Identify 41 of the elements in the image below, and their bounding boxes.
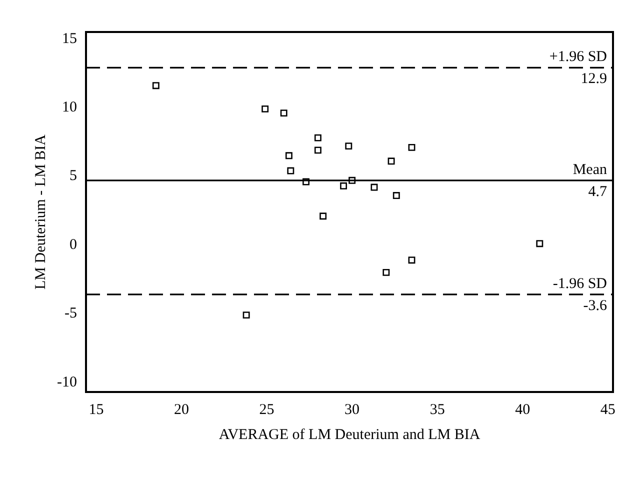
point [408, 144, 416, 151]
annotation: -3.6 [583, 298, 608, 314]
x-tick-label: 45 [600, 402, 616, 418]
point [285, 152, 292, 160]
point [388, 158, 395, 165]
x-tick-label: 25 [259, 402, 274, 418]
y-axis-title: LM Deuterium - LM BIA [32, 134, 49, 290]
ref-line-label: -1.96 SD [552, 276, 608, 292]
x-tick-label: 15 [88, 402, 104, 418]
point [242, 312, 250, 319]
point [302, 178, 310, 186]
point [340, 182, 348, 190]
point [348, 176, 356, 184]
x-tick-label: 35 [430, 402, 445, 418]
point [345, 142, 352, 150]
y-tick-label: 0 [69, 236, 77, 253]
y-tick-label: 5 [69, 168, 77, 184]
point [152, 82, 160, 90]
y-tick-label: -10 [56, 374, 77, 390]
point [262, 105, 269, 112]
y-tick-label: -5 [64, 306, 77, 322]
point [408, 256, 416, 264]
point [280, 110, 288, 117]
point [314, 134, 322, 142]
x-axis-title: AVERAGE of LM Deuterium and LM BIA [218, 426, 480, 443]
y-tick-label: 10 [62, 100, 77, 116]
ref-line-label: +1.96 SD [549, 49, 608, 66]
point [370, 184, 378, 191]
x-tick-label: 20 [174, 402, 190, 418]
point [287, 167, 294, 174]
x-tick-label: 40 [515, 402, 530, 418]
ref-line-label: Mean [572, 162, 608, 178]
y-tick-label: 15 [62, 30, 77, 47]
point [314, 146, 322, 154]
point [382, 268, 390, 276]
x-tick-label: 30 [344, 402, 360, 418]
point [392, 192, 400, 199]
annotation: 4.7 [588, 184, 608, 200]
annotation: 12.9 [580, 71, 607, 88]
point [320, 212, 327, 220]
point [536, 240, 544, 248]
